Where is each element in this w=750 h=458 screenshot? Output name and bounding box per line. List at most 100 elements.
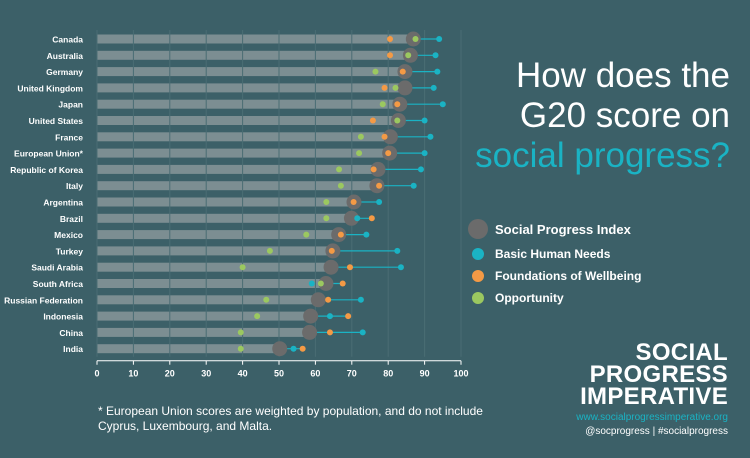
foundations-point xyxy=(376,182,383,189)
bar xyxy=(97,99,400,109)
foundations-point xyxy=(346,264,353,271)
country-label: United States xyxy=(29,116,84,126)
spi-point xyxy=(310,292,326,308)
country-label: Canada xyxy=(52,35,83,45)
bar xyxy=(97,230,339,240)
spi-point xyxy=(397,80,413,96)
spi-point xyxy=(323,259,339,275)
opportunity-point xyxy=(372,68,379,75)
country-label: China xyxy=(59,328,83,338)
brand-line-3: IMPERATIVE xyxy=(580,383,728,410)
bar xyxy=(97,67,405,77)
bar xyxy=(97,148,390,158)
bar xyxy=(97,344,280,354)
brand-line-1: SOCIAL xyxy=(635,339,728,366)
spi-point xyxy=(370,161,386,177)
opportunity-point xyxy=(254,313,261,320)
bar xyxy=(97,311,311,321)
foundations-point xyxy=(387,36,394,42)
opportunity-point xyxy=(412,36,419,42)
spi-point xyxy=(382,129,398,145)
country-label: Turkey xyxy=(56,246,84,256)
x-tick-label: 60 xyxy=(310,369,320,379)
country-label: United Kingdom xyxy=(17,83,83,93)
legend-swatch-spi xyxy=(468,219,488,239)
opportunity-point xyxy=(237,329,244,336)
country-label: India xyxy=(63,344,83,354)
foundations-point xyxy=(381,84,388,91)
foundations-point xyxy=(339,280,346,287)
x-tick-label: 30 xyxy=(201,369,211,379)
opportunity-point xyxy=(357,133,364,140)
basic-needs-point xyxy=(432,52,439,59)
opportunity-point xyxy=(394,117,401,124)
legend-label-fow: Foundations of Wellbeing xyxy=(495,269,642,283)
foundations-point xyxy=(325,296,332,303)
country-label: Russian Federation xyxy=(4,295,83,305)
basic-needs-point xyxy=(326,313,333,320)
spi-point xyxy=(318,276,334,291)
country-labels: Canada Australia Germany United Kingdom Japa… xyxy=(4,35,84,355)
x-tick-label: 40 xyxy=(238,369,248,379)
foundations-point xyxy=(381,133,388,140)
basic-needs-point xyxy=(421,150,428,157)
bar xyxy=(97,164,379,174)
basic-needs-point xyxy=(436,36,443,42)
spi-point xyxy=(302,324,318,340)
x-tick-label: 20 xyxy=(165,369,175,379)
opportunity-point xyxy=(317,280,324,287)
foundations-point xyxy=(385,150,392,157)
bar xyxy=(97,116,399,125)
country-label: Argentina xyxy=(43,198,83,208)
bar xyxy=(97,246,333,256)
brand-block: SOCIAL PROGRESS IMPERATIVE www.socialpro… xyxy=(576,339,728,438)
basic-needs-point xyxy=(430,84,437,91)
country-label: Saudi Arabia xyxy=(31,263,83,273)
basic-needs-point xyxy=(439,101,446,108)
bar xyxy=(97,132,391,142)
opportunity-point xyxy=(323,199,330,205)
x-tick-label: 50 xyxy=(274,369,284,379)
spi-point xyxy=(303,308,319,324)
basic-needs-point xyxy=(417,166,424,173)
basic-needs-point xyxy=(434,68,441,75)
title-line-3: social progress? xyxy=(475,136,730,175)
opportunity-point xyxy=(356,150,363,157)
country-label: European Union* xyxy=(14,149,84,159)
country-label: France xyxy=(55,132,83,142)
country-label: Republic of Korea xyxy=(10,165,83,175)
foundations-point xyxy=(350,199,357,205)
basic-needs-point xyxy=(410,182,417,189)
bars-layer xyxy=(97,34,414,354)
basic-needs-point xyxy=(397,264,404,271)
basic-needs-point xyxy=(363,231,370,238)
x-tick-label: 100 xyxy=(453,369,468,379)
foundations-point xyxy=(399,68,406,75)
opportunity-point xyxy=(263,296,270,303)
opportunity-point xyxy=(392,84,399,91)
legend-label-spi: Social Progress Index xyxy=(495,222,631,237)
country-label: Italy xyxy=(66,181,83,191)
opportunity-point xyxy=(323,215,330,222)
foundations-point xyxy=(368,215,375,222)
foundations-point xyxy=(337,231,344,238)
bar xyxy=(97,327,310,337)
chart-title: How does the G20 score on social progres… xyxy=(440,56,730,176)
bar xyxy=(97,34,414,44)
bar xyxy=(97,181,377,191)
basic-needs-point xyxy=(357,296,364,303)
basic-needs-point xyxy=(394,247,401,254)
basic-needs-point xyxy=(376,199,383,205)
bar xyxy=(97,262,332,272)
opportunity-point xyxy=(239,264,246,271)
bar xyxy=(97,83,405,93)
opportunity-point xyxy=(379,101,386,108)
country-label: South Africa xyxy=(33,279,83,289)
opportunity-point xyxy=(303,231,310,238)
foundations-point xyxy=(299,345,306,352)
x-tick-label: 90 xyxy=(420,369,430,379)
bar xyxy=(97,279,326,288)
country-label: Brazil xyxy=(60,214,83,224)
legend-label-bhn: Basic Human Needs xyxy=(495,247,611,261)
legend-swatch-fow xyxy=(472,270,484,282)
